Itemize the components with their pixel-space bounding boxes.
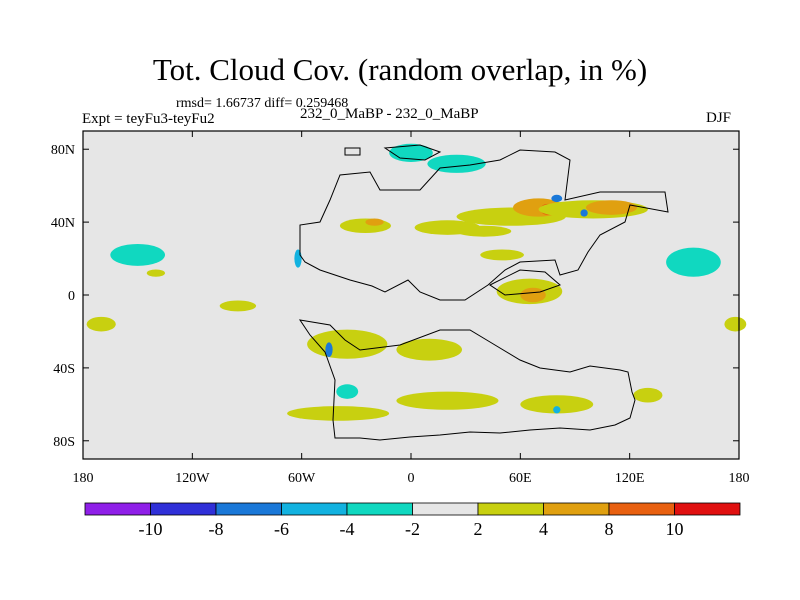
island-small-outline [344,147,361,156]
experiment-label: Expt = teyFu3-teyFu2 [82,111,215,127]
colorbar-label: -10 [139,519,163,539]
x-tick-label: 0 [408,471,415,486]
colorbar-swatch [543,502,610,516]
colorbar-swatch [674,502,741,516]
anomaly-patch [551,194,563,203]
x-tick-label: 180 [729,471,750,486]
anomaly-patch [325,342,333,357]
colorbar-swatch [281,502,348,516]
anomaly-patch [339,218,391,234]
landmass-north-outline [299,149,669,301]
anomaly-patch [389,143,433,162]
colorbar-swatch [150,502,217,516]
island-north-outline [383,144,442,161]
colorbar-label: 8 [605,519,614,539]
colorbar-swatch [412,502,479,516]
colorbar-label: -2 [405,519,420,539]
y-tick-label: 40N [51,216,75,231]
colorbar-label: -6 [274,519,289,539]
anomaly-patch [580,209,588,217]
stats-label: rmsd= 1.66737 diff= 0.259468 [176,96,349,111]
y-tick-label: 80N [51,143,75,158]
map-background [83,131,739,459]
anomaly-patch [219,300,257,312]
anomaly-patch [307,329,388,359]
colorbar: -10 -8 -6 -4 -2 2 4 8 10 [84,502,741,539]
colorbar-label: 4 [539,519,548,539]
anomaly-patch [110,243,165,266]
colorbar-label: 10 [666,519,684,539]
colorbar-label: -4 [340,519,355,539]
anomaly-patch [396,391,499,410]
anomaly-patch [633,387,663,403]
continent-outline [298,144,669,441]
colorbar-label: 2 [474,519,483,539]
axis-layer: 180 120W 60W 0 60E 120E 180 80N 40N 0 40S 80S [51,131,750,486]
colorbar-label: -8 [209,519,224,539]
colorbar-swatch [346,502,413,516]
colorbar-swatch [608,502,675,516]
anomaly-patch [553,406,561,414]
island-east-outline [489,269,561,296]
anomaly-patch [365,218,384,226]
anomaly-patch [86,316,116,332]
anomaly-patch [146,269,165,277]
anomaly-patch [336,384,359,399]
anomaly-patch [287,406,390,421]
x-tick-label: 180 [73,471,94,486]
season-label: DJF [706,110,732,126]
anomaly-patch [427,154,486,173]
landmass-south-outline [298,319,636,441]
y-tick-label: 80S [53,435,75,450]
period-label: 232_0_MaBP - 232_0_MaBP [300,106,479,122]
y-tick-label: 0 [68,289,75,304]
colorbar-swatch [84,502,151,516]
x-tick-label: 60E [509,471,532,486]
anomaly-patch [480,249,524,261]
anomaly-layer [86,143,747,421]
anomaly-patch [396,338,463,361]
colorbar-swatch [215,502,282,516]
anomaly-patch [585,200,637,215]
y-tick-label: 40S [53,362,75,377]
colorbar-swatch [477,502,544,516]
x-tick-label: 120E [615,471,645,486]
chart-title: Tot. Cloud Cov. (random overlap, in %) [152,52,648,87]
anomaly-patch [294,249,302,268]
anomaly-patch [520,287,546,303]
anomaly-patch [666,247,721,277]
anomaly-patch [724,316,747,332]
anomaly-patch [456,225,512,237]
anomaly-patch [520,395,594,414]
x-tick-label: 60W [288,471,316,486]
x-tick-label: 120W [175,471,210,486]
